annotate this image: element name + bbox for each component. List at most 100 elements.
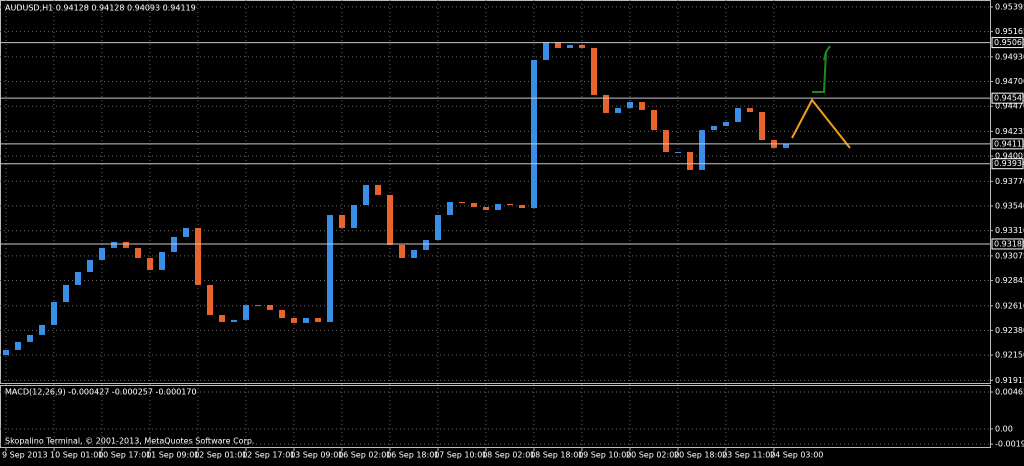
candle: [15, 341, 21, 350]
x-tick-label: 10 Sep 17:00: [98, 451, 151, 460]
candle: [87, 259, 93, 272]
y-tick-label: 0.94005: [995, 152, 1024, 161]
candle: [399, 244, 405, 259]
candle: [687, 152, 693, 170]
candle: [735, 108, 741, 122]
candle: [243, 305, 249, 320]
candle: [435, 214, 441, 240]
marks: [3, 41, 789, 356]
candle: [567, 44, 573, 48]
candle: [27, 334, 33, 342]
candle: [783, 143, 789, 148]
candle: [651, 109, 657, 131]
candle: [495, 203, 501, 210]
x-tick-label: 24 Sep 03:00: [770, 451, 823, 460]
y-tick-label: 0.91915: [995, 376, 1024, 385]
candle: [699, 130, 705, 170]
candle: [195, 227, 201, 285]
x-tick-label: 16 Sep 02:00: [338, 451, 391, 460]
candle: [663, 130, 669, 153]
candle: [207, 284, 213, 315]
level-label-box: [991, 92, 1024, 104]
footer: Skopalino Terminal, © 2001-2013, MetaQuo…: [5, 437, 254, 446]
x-tick-label: 11 Sep 09:00: [146, 451, 199, 460]
candle: [747, 108, 753, 113]
y-tick-label: 0.94235: [995, 127, 1024, 136]
candle: [147, 258, 153, 270]
x-tick-label: 18 Sep 02:00: [482, 451, 535, 460]
candle: [579, 44, 585, 48]
macd-tick-label: -0.00191: [995, 440, 1024, 449]
level-label: 0.93934: [994, 159, 1024, 168]
x-tick-label: 12 Sep 17:00: [242, 451, 295, 460]
candle: [375, 184, 381, 195]
candle: [267, 305, 273, 310]
candle: [483, 206, 489, 210]
candle: [255, 305, 261, 307]
y-tick-label: 0.95165: [995, 27, 1024, 36]
candle: [3, 349, 9, 356]
candle: [171, 236, 177, 253]
candle: [219, 314, 225, 322]
candle: [639, 102, 645, 110]
candle: [615, 108, 621, 113]
candle: [519, 205, 525, 209]
candle: [591, 47, 597, 95]
macd-tick-label: 0.00: [995, 424, 1013, 433]
level-label: 0.94119: [994, 139, 1024, 148]
macd-frame: [0, 385, 991, 448]
level-label: 0.95063: [994, 38, 1024, 47]
x-tick-label: 13 Sep 09:00: [290, 451, 343, 460]
candle: [423, 239, 429, 250]
candle: [231, 319, 237, 322]
candle: [723, 121, 729, 126]
x-tick-label: 9 Sep 2013: [2, 451, 48, 460]
candle: [459, 202, 465, 204]
x-tick-label: 16 Sep 18:00: [386, 451, 439, 460]
candle: [387, 194, 393, 245]
candle: [135, 247, 141, 259]
candle: [123, 241, 129, 248]
candle: [51, 302, 57, 325]
candle: [363, 184, 369, 206]
x-tick-label: 20 Sep 18:00: [674, 451, 727, 460]
x-tick-label: 12 Sep 01:00: [194, 451, 247, 460]
candle: [471, 202, 477, 207]
chart-title: AUDUSD,H1 0.94128 0.94128 0.94093 0.9411…: [5, 4, 196, 13]
projection-arrow: [791, 98, 851, 149]
candle: [555, 41, 561, 48]
x-tick-label: 18 Sep 18:00: [530, 451, 583, 460]
y-tick-label: 0.92845: [995, 276, 1024, 285]
candle: [543, 41, 549, 60]
x-tick-label: 10 Sep 01:00: [50, 451, 103, 460]
candle: [507, 203, 513, 206]
candle: [327, 214, 333, 322]
main-frame: [0, 0, 991, 384]
level-label-box: [991, 138, 1024, 150]
candle: [675, 152, 681, 154]
candle: [99, 247, 105, 260]
candle: [411, 249, 417, 259]
candle: [531, 59, 537, 209]
level-label-box: [991, 238, 1024, 250]
candle: [183, 227, 189, 237]
macd-tick-label: 0.00465: [995, 387, 1024, 396]
x-tick-label: 20 Sep 02:00: [626, 451, 679, 460]
candle: [603, 94, 609, 113]
candle: [159, 252, 165, 270]
candle: [111, 241, 117, 248]
candle: [39, 324, 45, 335]
candle: [63, 284, 69, 303]
y-tick-label: 0.95395: [995, 2, 1024, 11]
candle: [279, 309, 285, 318]
x-tick-label: 17 Sep 10:00: [434, 451, 487, 460]
